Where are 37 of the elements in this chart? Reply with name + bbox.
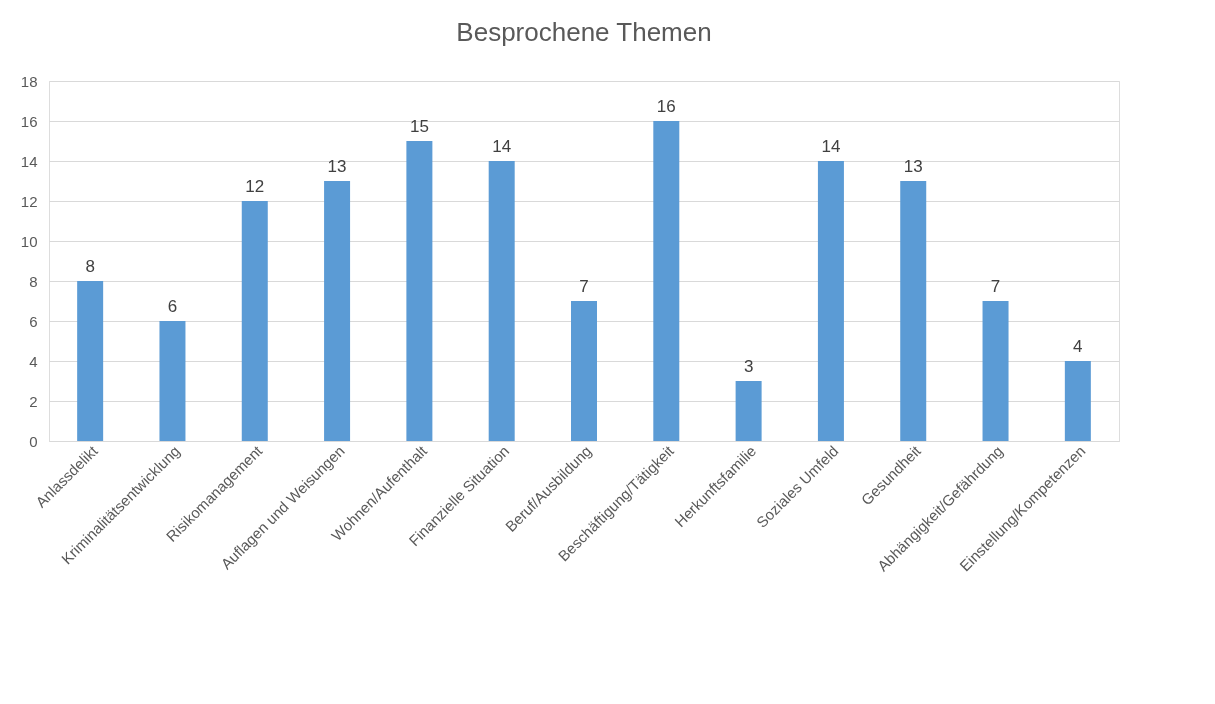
y-tick-label: 16 (20, 112, 38, 130)
bar (324, 181, 351, 441)
chart-title: Besprochene Themen (456, 17, 712, 47)
bar (488, 161, 515, 441)
data-label: 12 (245, 177, 265, 196)
y-tick-label: 6 (29, 312, 38, 330)
data-label: 8 (85, 257, 95, 276)
y-tick-label: 0 (29, 432, 38, 450)
bar (735, 381, 762, 441)
y-tick-label: 18 (20, 72, 38, 90)
bar (982, 301, 1009, 441)
data-label: 7 (990, 277, 1001, 296)
data-label: 3 (743, 357, 754, 376)
y-tick-label: 4 (29, 352, 38, 370)
y-tick-label: 12 (20, 192, 38, 210)
bar (653, 121, 680, 441)
data-label: 13 (327, 157, 347, 176)
y-tick-label: 14 (20, 152, 38, 170)
bar (159, 321, 186, 441)
bar (900, 181, 927, 441)
data-label: 4 (1073, 337, 1083, 356)
bar (817, 161, 844, 441)
data-label: 6 (167, 297, 178, 316)
y-tick-label: 2 (29, 392, 38, 410)
data-label: 14 (492, 137, 512, 156)
data-label: 7 (579, 277, 589, 296)
bar (241, 201, 268, 441)
data-label: 13 (903, 157, 923, 176)
data-label: 15 (409, 117, 429, 136)
y-tick-label: 8 (29, 272, 38, 290)
bar (406, 141, 433, 441)
y-tick-label: 10 (20, 232, 38, 250)
bar (1064, 361, 1091, 441)
bar (571, 301, 597, 441)
bar (77, 281, 104, 441)
data-label: 14 (821, 137, 841, 156)
data-label: 16 (656, 97, 676, 116)
